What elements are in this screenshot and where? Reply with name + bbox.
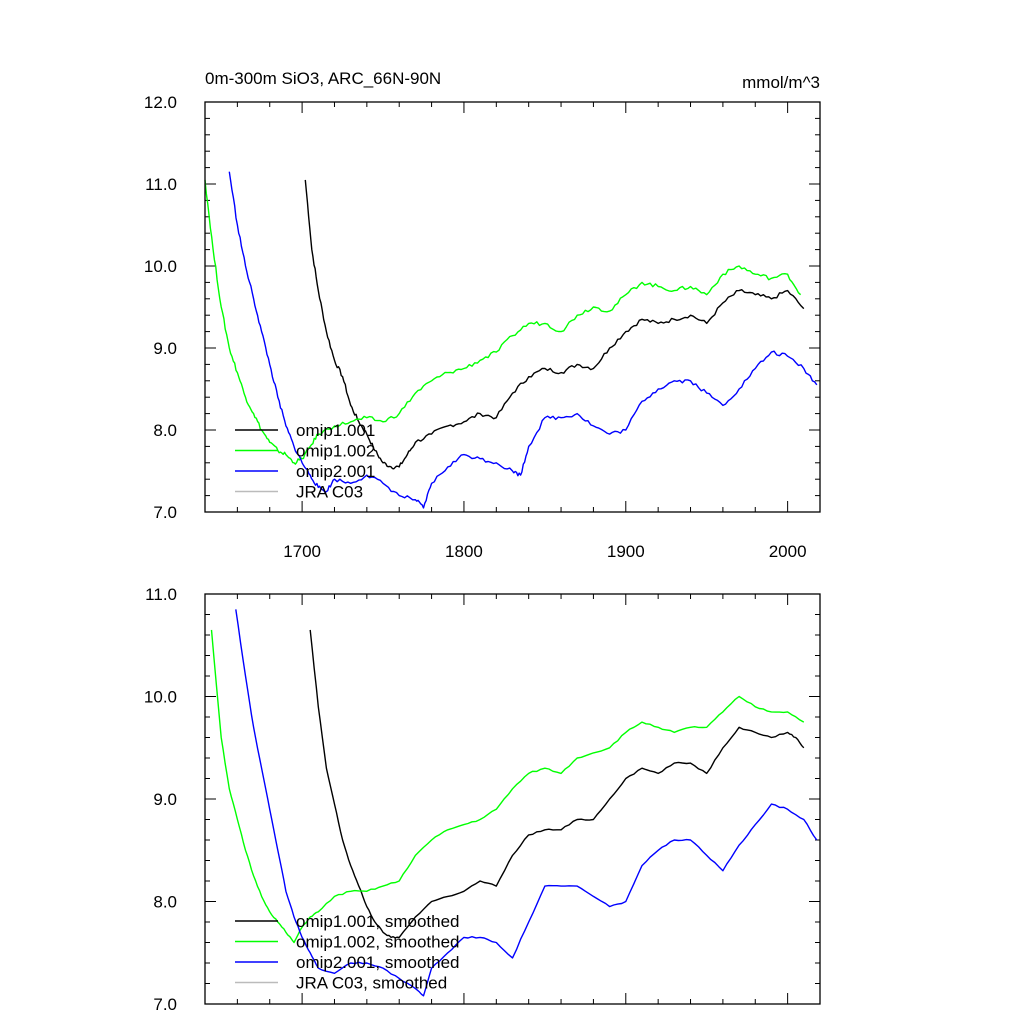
legend-label: omip1.001, smoothed	[296, 912, 460, 931]
top-panel: 0m-300m SiO3, ARC_66N-90N mmol/m^3 7.0 8.…	[144, 69, 821, 561]
y-tick-label: 11.0	[145, 175, 177, 194]
legend-label: omip1.002	[296, 442, 375, 461]
legend-label: omip1.001	[296, 421, 375, 440]
y-tick-label: 10.0	[144, 257, 177, 276]
series-line	[235, 609, 818, 997]
y-tick-label: 8.0	[153, 421, 177, 440]
x-tick-label: 2000	[769, 542, 807, 561]
bottom-panel-series	[210, 609, 818, 997]
y-tick-label: 9.0	[153, 790, 177, 809]
series-line	[210, 629, 805, 944]
series-line	[309, 629, 805, 939]
x-tick-label: 1900	[607, 542, 645, 561]
x-tick-label: 1700	[283, 542, 321, 561]
legend-label: JRA C03, smoothed	[296, 974, 447, 993]
top-panel-ticks: 7.0 8.0 9.0 10.0 11.0 12.0 1700 1800 1900 2000	[144, 93, 821, 561]
top-panel-units: mmol/m^3	[742, 73, 820, 92]
top-panel-title: 0m-300m SiO3, ARC_66N-90N	[205, 69, 441, 88]
y-tick-label: 9.0	[153, 339, 177, 358]
series-line	[204, 179, 802, 465]
y-tick-label: 11.0	[145, 585, 177, 604]
legend-label: omip2.001	[296, 462, 375, 481]
legend-label: JRA C03	[296, 483, 363, 502]
x-tick-label: 1800	[445, 542, 483, 561]
top-panel-frame	[204, 101, 821, 513]
series-line	[228, 171, 818, 509]
top-panel-series	[204, 171, 818, 509]
legend-label: omip2.001, smoothed	[296, 953, 460, 972]
bottom-panel-ticks: 7.0 8.0 9.0 10.0 11.0	[144, 585, 821, 1014]
series-line	[304, 179, 805, 470]
bottom-panel: 7.08.09.010.011.0 omip1.001, smoothedomi…	[144, 585, 821, 1014]
y-tick-label: 12.0	[144, 93, 177, 112]
y-tick-label: 10.0	[144, 688, 177, 707]
legend-label: omip1.002, smoothed	[296, 933, 460, 952]
y-tick-label: 8.0	[153, 893, 177, 912]
bottom-panel-frame	[204, 593, 821, 1005]
y-tick-label: 7.0	[153, 995, 177, 1014]
y-tick-label: 7.0	[153, 503, 177, 522]
bottom-panel-legend: omip1.001, smoothed omip1.002, smoothedom…	[235, 912, 460, 993]
